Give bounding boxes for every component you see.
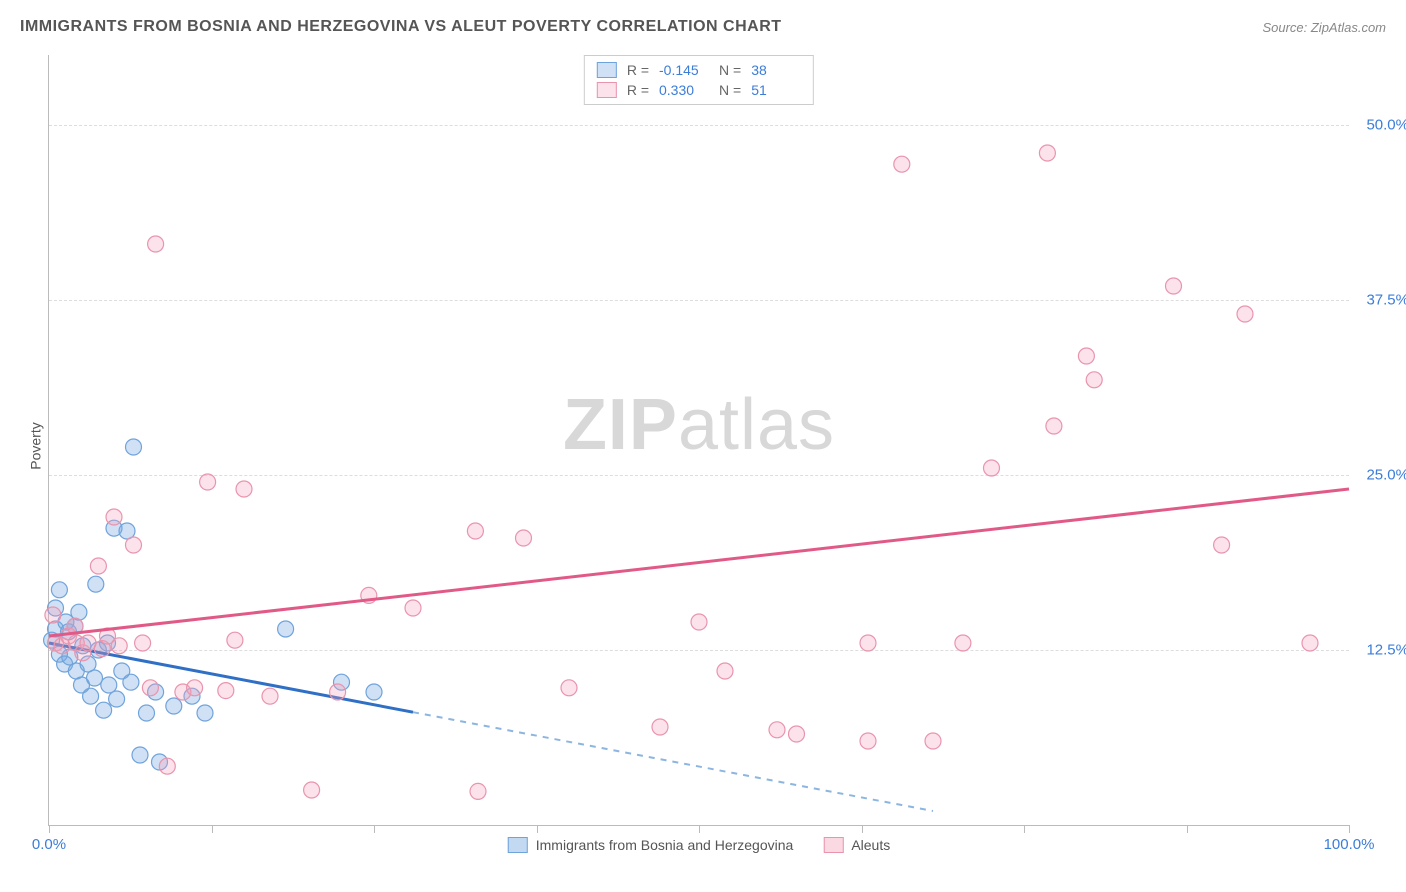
x-tick <box>49 825 50 833</box>
stat-r-series1: -0.145 <box>659 62 709 78</box>
data-point <box>123 674 139 690</box>
x-tick <box>1187 825 1188 833</box>
data-point <box>470 783 486 799</box>
data-point <box>101 677 117 693</box>
data-point <box>45 607 61 623</box>
data-point <box>330 684 346 700</box>
x-tick <box>1349 825 1350 833</box>
data-point <box>789 726 805 742</box>
data-point <box>227 632 243 648</box>
x-tick <box>1024 825 1025 833</box>
data-point <box>142 680 158 696</box>
data-point <box>1214 537 1230 553</box>
data-point <box>925 733 941 749</box>
data-point <box>106 509 122 525</box>
stat-r-label: R = <box>627 62 649 78</box>
legend-label-series2: Aleuts <box>851 837 890 853</box>
y-tick-label: 12.5% <box>1366 642 1406 659</box>
data-point <box>1166 278 1182 294</box>
data-point <box>126 537 142 553</box>
data-point <box>955 635 971 651</box>
data-point <box>109 691 125 707</box>
x-tick <box>212 825 213 833</box>
y-tick-label: 50.0% <box>1366 117 1406 134</box>
y-axis-label: Poverty <box>28 422 44 469</box>
legend-label-series1: Immigrants from Bosnia and Herzegovina <box>536 837 794 853</box>
data-point <box>860 635 876 651</box>
legend-item-series1: Immigrants from Bosnia and Herzegovina <box>508 837 794 853</box>
data-point <box>236 481 252 497</box>
data-point <box>1086 372 1102 388</box>
stat-n-series1: 38 <box>751 62 801 78</box>
stat-r-label: R = <box>627 82 649 98</box>
data-point <box>860 733 876 749</box>
data-point <box>148 236 164 252</box>
data-point <box>467 523 483 539</box>
data-point <box>405 600 421 616</box>
data-point <box>278 621 294 637</box>
data-point <box>1039 145 1055 161</box>
data-point <box>1237 306 1253 322</box>
data-point <box>166 698 182 714</box>
chart-svg <box>49 55 1349 825</box>
stat-r-series2: 0.330 <box>659 82 709 98</box>
data-point <box>88 576 104 592</box>
data-point <box>187 680 203 696</box>
data-point <box>561 680 577 696</box>
data-point <box>197 705 213 721</box>
data-point <box>1302 635 1318 651</box>
stat-n-series2: 51 <box>751 82 801 98</box>
data-point <box>51 582 67 598</box>
header: IMMIGRANTS FROM BOSNIA AND HERZEGOVINA V… <box>20 18 1386 36</box>
legend-swatch-series2 <box>823 837 843 853</box>
plot-area: ZIPatlas 12.5%25.0%37.5%50.0% 0.0%100.0%… <box>48 55 1349 826</box>
data-point <box>894 156 910 172</box>
data-point <box>83 688 99 704</box>
data-point <box>126 439 142 455</box>
x-tick <box>862 825 863 833</box>
trend-line-dashed <box>413 712 933 811</box>
y-tick-label: 37.5% <box>1366 292 1406 309</box>
data-point <box>87 670 103 686</box>
data-point <box>139 705 155 721</box>
data-point <box>516 530 532 546</box>
data-point <box>159 758 175 774</box>
data-point <box>1046 418 1062 434</box>
data-point <box>1078 348 1094 364</box>
x-tick <box>537 825 538 833</box>
bottom-legend: Immigrants from Bosnia and Herzegovina A… <box>508 837 890 853</box>
source-attribution: Source: ZipAtlas.com <box>1262 20 1386 35</box>
x-tick <box>374 825 375 833</box>
stats-row-series1: R = -0.145 N = 38 <box>597 60 801 80</box>
swatch-series2 <box>597 82 617 98</box>
data-point <box>717 663 733 679</box>
data-point <box>691 614 707 630</box>
data-point <box>132 747 148 763</box>
x-tick-label: 0.0% <box>32 836 66 853</box>
data-point <box>135 635 151 651</box>
stats-legend: R = -0.145 N = 38 R = 0.330 N = 51 <box>584 55 814 105</box>
stat-n-label: N = <box>719 62 741 78</box>
data-point <box>200 474 216 490</box>
data-point <box>80 635 96 651</box>
legend-item-series2: Aleuts <box>823 837 890 853</box>
data-point <box>262 688 278 704</box>
x-tick <box>699 825 700 833</box>
data-point <box>90 558 106 574</box>
data-point <box>96 702 112 718</box>
x-tick-label: 100.0% <box>1324 836 1375 853</box>
data-point <box>366 684 382 700</box>
swatch-series1 <box>597 62 617 78</box>
legend-swatch-series1 <box>508 837 528 853</box>
data-point <box>984 460 1000 476</box>
data-point <box>652 719 668 735</box>
chart-title: IMMIGRANTS FROM BOSNIA AND HERZEGOVINA V… <box>20 18 782 36</box>
stats-row-series2: R = 0.330 N = 51 <box>597 80 801 100</box>
data-point <box>304 782 320 798</box>
y-tick-label: 25.0% <box>1366 467 1406 484</box>
data-point <box>218 683 234 699</box>
stat-n-label: N = <box>719 82 741 98</box>
data-point <box>769 722 785 738</box>
data-point <box>111 638 127 654</box>
